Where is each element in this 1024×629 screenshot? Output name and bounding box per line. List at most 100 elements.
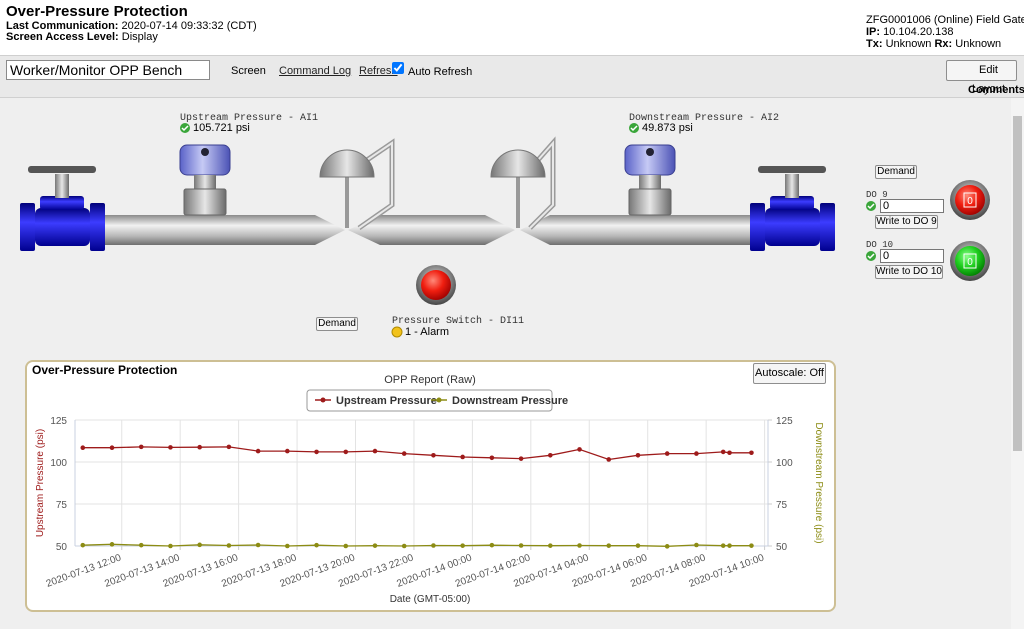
y-tick-label: 125 bbox=[50, 416, 67, 427]
switch-value: 1 - Alarm bbox=[405, 326, 450, 338]
data-point bbox=[460, 543, 465, 548]
scrollbar-thumb bbox=[1013, 116, 1022, 451]
data-point bbox=[343, 449, 349, 455]
valve-handwheel bbox=[758, 166, 826, 173]
do10-write-button[interactable]: Write to DO 10 bbox=[875, 265, 943, 279]
do10-input[interactable]: 0 bbox=[880, 249, 944, 263]
gateway-ip: IP: 10.104.20.138 bbox=[866, 26, 953, 38]
data-point bbox=[80, 542, 86, 548]
data-point bbox=[694, 542, 699, 548]
access-level: Screen Access Level: Display bbox=[6, 31, 158, 43]
status-ok-check bbox=[181, 125, 189, 132]
panel-title: Over-Pressure Protection bbox=[32, 363, 178, 377]
value: Unknown bbox=[955, 38, 1002, 50]
downstream-value: 49.873 psi bbox=[642, 122, 693, 134]
legend-label: Downstream Pressure bbox=[452, 395, 568, 407]
transmitter-neck bbox=[194, 175, 216, 189]
series-line bbox=[82, 446, 752, 461]
value: 10.104.20.138 bbox=[883, 26, 954, 38]
header bbox=[0, 0, 1024, 56]
status-ok-check bbox=[867, 253, 875, 260]
data-point bbox=[314, 449, 319, 455]
value: Display bbox=[121, 31, 158, 43]
valve-flange bbox=[820, 203, 835, 251]
do-button[interactable] bbox=[955, 246, 985, 276]
pipe bbox=[100, 215, 315, 245]
chart-panel: Over-Pressure Protection Autoscale: Off … bbox=[25, 360, 836, 612]
demand-button[interactable]: Demand bbox=[875, 165, 917, 179]
do9-write-button[interactable]: Write to DO 9 bbox=[875, 215, 938, 229]
valve-handwheel bbox=[28, 166, 96, 173]
data-point bbox=[109, 445, 115, 451]
data-point bbox=[489, 542, 495, 548]
data-point bbox=[314, 542, 319, 548]
switch-label: Pressure Switch - DI11 bbox=[392, 316, 525, 327]
y2-tick-label: 75 bbox=[776, 500, 788, 511]
command-log-link[interactable]: Command Log bbox=[279, 65, 352, 77]
data-point bbox=[401, 451, 407, 456]
data-point bbox=[138, 444, 144, 450]
data-point bbox=[255, 542, 261, 548]
regulator-tube-hi bbox=[529, 140, 554, 229]
label: Last Communication: bbox=[6, 20, 119, 32]
label: Rx: bbox=[934, 38, 953, 50]
screen-select[interactable]: Worker/Monitor OPP Bench bbox=[6, 60, 210, 80]
upstream-value: 105.721 psi bbox=[193, 122, 250, 134]
y2-tick-label: 125 bbox=[776, 416, 793, 427]
data-point bbox=[401, 543, 407, 549]
data-point bbox=[635, 452, 641, 458]
data-point bbox=[606, 457, 612, 462]
data-point bbox=[664, 544, 670, 549]
transmitter-bracket bbox=[183, 188, 227, 216]
data-point bbox=[664, 451, 670, 456]
valve-stem bbox=[55, 174, 69, 198]
legend-marker bbox=[436, 397, 442, 403]
label: Tx: bbox=[866, 38, 883, 50]
valve-stem bbox=[785, 174, 799, 198]
status-ok-check bbox=[867, 203, 875, 210]
refresh-link[interactable]: Refresh bbox=[359, 65, 398, 77]
data-point bbox=[548, 543, 553, 548]
data-point bbox=[197, 542, 202, 548]
valve-bonnet bbox=[40, 196, 84, 210]
data-point bbox=[431, 452, 436, 458]
data-point bbox=[489, 455, 495, 461]
series-line bbox=[82, 543, 752, 547]
page-title: Over-Pressure Protection bbox=[6, 3, 188, 20]
screen-link[interactable]: Screen bbox=[231, 65, 266, 77]
do9-input[interactable]: 0 bbox=[880, 199, 944, 213]
data-point bbox=[255, 448, 261, 454]
do-state-box bbox=[963, 253, 977, 269]
do-button[interactable] bbox=[955, 185, 985, 215]
do-state-box bbox=[963, 192, 977, 208]
data-point bbox=[577, 447, 582, 452]
autoscale-button[interactable]: Autoscale: Off bbox=[753, 363, 826, 384]
alarm-light bbox=[421, 270, 451, 300]
y-tick-label: 100 bbox=[50, 458, 67, 469]
demand-button[interactable]: Demand bbox=[316, 317, 358, 331]
data-point bbox=[226, 444, 232, 450]
data-point bbox=[285, 543, 290, 549]
data-point bbox=[720, 449, 726, 455]
downstream-label: Downstream Pressure - AI2 bbox=[629, 113, 780, 124]
comments-link[interactable]: Comments bbox=[968, 84, 1024, 96]
data-point bbox=[431, 543, 436, 548]
valve-flange bbox=[750, 203, 765, 251]
edit-layout-button[interactable]: Edit Layout bbox=[946, 60, 1017, 95]
data-point bbox=[285, 448, 290, 454]
data-point bbox=[343, 543, 349, 549]
data-point bbox=[138, 542, 144, 548]
upstream-label: Upstream Pressure - AI1 bbox=[180, 113, 319, 124]
data-point bbox=[727, 450, 732, 456]
status-ok-check bbox=[630, 125, 638, 132]
do10-label: DO 10 bbox=[866, 240, 894, 250]
legend-marker bbox=[320, 397, 326, 403]
chart: OPP Report (Raw)507510012550751001252020… bbox=[35, 374, 824, 605]
y2-axis-label: Downstream Pressure (psi) bbox=[813, 422, 824, 543]
reducer bbox=[520, 215, 550, 245]
pipe bbox=[550, 215, 755, 245]
auto-refresh-checkbox[interactable] bbox=[392, 62, 404, 74]
transmitter-cap bbox=[201, 148, 209, 156]
